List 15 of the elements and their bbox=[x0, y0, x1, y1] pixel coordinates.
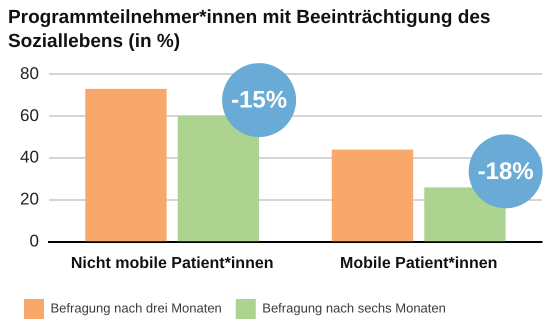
legend-label: Befragung nach sechs Monaten bbox=[262, 300, 446, 316]
bar bbox=[332, 150, 414, 242]
y-tick-label: 40 bbox=[20, 148, 39, 167]
y-tick-label: 80 bbox=[20, 64, 39, 83]
x-tick-label: Nicht mobile Patient*innen bbox=[70, 254, 274, 272]
y-tick-label: 0 bbox=[29, 231, 39, 250]
bar bbox=[85, 88, 167, 242]
legend-label: Befragung nach drei Monaten bbox=[50, 300, 222, 316]
x-tick-label: Mobile Patient*innen bbox=[340, 254, 498, 272]
y-tick-label: 20 bbox=[20, 190, 39, 209]
chart-title: Programmteilnehmer*innen mit Beeinträchtigung des Soziallebens (in %) bbox=[7, 6, 492, 54]
y-tick-label: 60 bbox=[20, 106, 39, 125]
annotation: -15% bbox=[231, 86, 288, 114]
annotation: -18% bbox=[478, 158, 534, 185]
bar bbox=[178, 116, 260, 242]
